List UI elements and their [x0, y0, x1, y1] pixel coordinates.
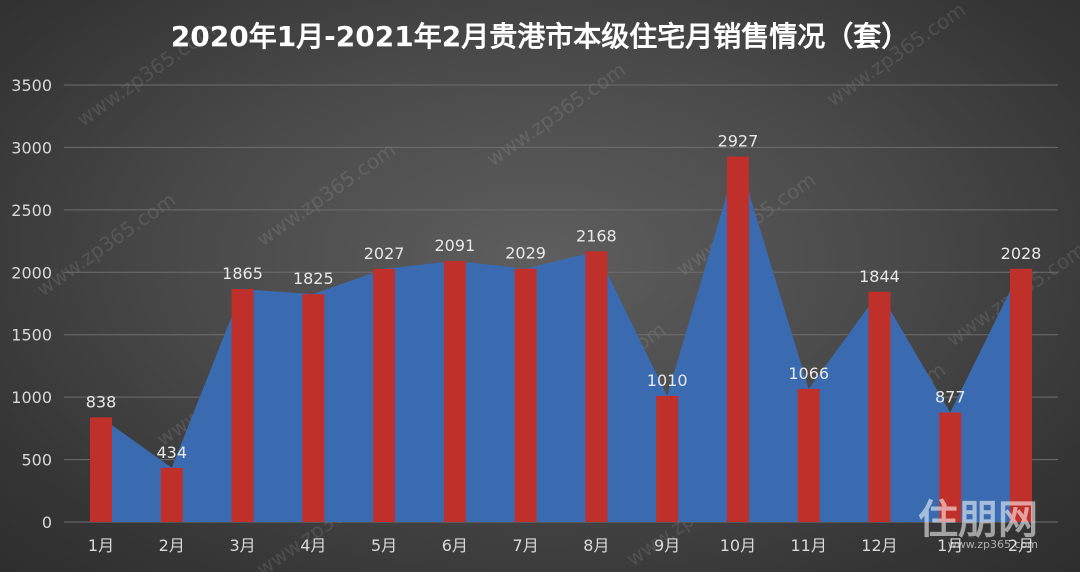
- area-fill: [90, 156, 1032, 522]
- x-tick-label: 1月: [937, 536, 963, 555]
- x-tick-label: 2月: [1008, 536, 1034, 555]
- x-tick-label: 7月: [513, 536, 539, 555]
- logo-url: www.zp365.com: [948, 538, 1038, 551]
- data-label: 877: [935, 388, 966, 407]
- bar: [868, 291, 891, 522]
- bar: [726, 156, 749, 522]
- data-label: 1825: [293, 269, 334, 288]
- bar: [656, 395, 679, 522]
- watermark-text: www.zp365.com: [32, 187, 180, 301]
- watermark-text: www.zp365.com: [822, 0, 970, 111]
- data-label: 434: [156, 443, 187, 462]
- x-tick-label: 9月: [654, 536, 680, 555]
- data-label: 2029: [505, 244, 546, 263]
- x-tick-label: 6月: [442, 536, 468, 555]
- y-tick-label: 1500: [11, 326, 52, 345]
- logo-name: 住朋网: [918, 497, 1038, 543]
- y-tick-label: 1000: [11, 388, 52, 407]
- bar: [373, 268, 396, 522]
- data-label: 2028: [1001, 244, 1042, 263]
- y-tick-label: 0: [42, 513, 52, 532]
- bar: [160, 467, 183, 522]
- y-tick-label: 3500: [11, 76, 52, 95]
- data-label: 2927: [718, 132, 759, 151]
- chart-title: 2020年1月-2021年2月贵港市本级住宅月销售情况（套）: [171, 20, 909, 53]
- bar: [1010, 268, 1032, 522]
- y-axis: 0 500 1000 1500 2000 2500 3000 3500: [11, 76, 52, 532]
- data-label: 2027: [364, 244, 405, 263]
- data-label: 2091: [434, 236, 475, 255]
- bar: [585, 251, 608, 523]
- data-label: 1010: [647, 371, 688, 390]
- bar: [231, 289, 254, 522]
- area-series: [90, 156, 1032, 522]
- x-tick-label: 8月: [583, 536, 609, 555]
- y-tick-label: 500: [21, 451, 52, 470]
- x-axis: 1月 2月 3月 4月 5月 6月 7月 8月 9月 10月 11月 12月 1月 2月: [88, 536, 1034, 555]
- data-label: 1844: [859, 267, 900, 286]
- site-logo: 住朋网 www.zp365.com: [918, 497, 1038, 551]
- bar: [514, 268, 537, 522]
- bar: [302, 294, 325, 522]
- data-label: 2168: [576, 226, 617, 245]
- data-label: 838: [86, 392, 117, 411]
- data-label: 1066: [788, 364, 829, 383]
- x-tick-label: 3月: [229, 536, 255, 555]
- bar-series: [90, 156, 1032, 523]
- y-tick-label: 2000: [11, 263, 52, 282]
- watermark-text: www.zp365.com: [252, 137, 400, 251]
- bar: [443, 260, 466, 522]
- data-label: 1865: [222, 264, 263, 283]
- x-tick-label: 4月: [300, 536, 326, 555]
- y-tick-label: 2500: [11, 201, 52, 220]
- bar: [90, 417, 112, 522]
- x-tick-label: 1月: [88, 536, 114, 555]
- x-tick-label: 5月: [371, 536, 397, 555]
- x-tick-label: 2月: [159, 536, 185, 555]
- y-tick-label: 3000: [11, 138, 52, 157]
- x-tick-label: 11月: [791, 536, 827, 555]
- bar: [797, 388, 820, 522]
- watermark-text: www.zp365.com: [482, 57, 630, 171]
- bar: [939, 412, 962, 522]
- x-tick-label: 12月: [861, 536, 897, 555]
- x-tick-label: 10月: [720, 536, 756, 555]
- data-labels: 838 434 1865 1825 2027 2091 2029 2168 1010 2927 10…: [86, 132, 1042, 462]
